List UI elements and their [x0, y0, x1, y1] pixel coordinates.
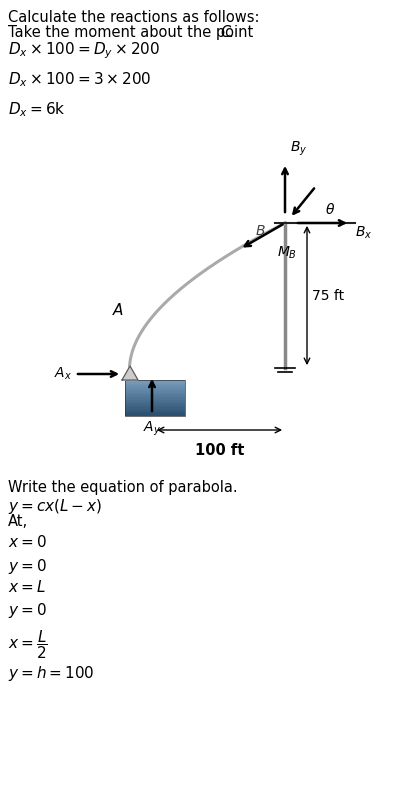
Text: $\theta$: $\theta$ [325, 202, 335, 217]
Text: Write the equation of parabola.: Write the equation of parabola. [8, 480, 238, 495]
Bar [125, 411, 185, 412]
Bar [125, 402, 185, 403]
Text: C: C [220, 25, 230, 40]
Text: $B_x$: $B_x$ [355, 225, 372, 241]
Text: $y=h=100$: $y=h=100$ [8, 663, 94, 682]
Text: $M_B$: $M_B$ [277, 245, 297, 262]
Bar [125, 395, 185, 396]
Bar [125, 400, 185, 402]
Text: B: B [255, 224, 265, 238]
Text: At,: At, [8, 514, 28, 529]
Text: $x=\dfrac{L}{2}$: $x=\dfrac{L}{2}$ [8, 628, 48, 660]
Polygon shape [122, 366, 138, 380]
Bar [125, 380, 185, 416]
Text: $x=L$: $x=L$ [8, 578, 46, 595]
Text: $D_x\times100=3\times200$: $D_x\times100=3\times200$ [8, 70, 152, 89]
Text: $A_y$: $A_y$ [143, 420, 161, 438]
Text: Take the moment about the point: Take the moment about the point [8, 25, 258, 40]
Text: Calculate the reactions as follows:: Calculate the reactions as follows: [8, 10, 260, 25]
Bar [125, 398, 185, 400]
Bar [125, 392, 185, 395]
Bar [125, 412, 185, 414]
Text: $B_y$: $B_y$ [290, 139, 307, 158]
Text: A: A [113, 303, 123, 318]
Bar [125, 405, 185, 407]
Bar [125, 403, 185, 405]
Text: $y=0$: $y=0$ [8, 600, 47, 619]
Text: .: . [228, 25, 233, 40]
Bar [125, 385, 185, 387]
Text: $x=0$: $x=0$ [8, 534, 47, 550]
Text: $y=0$: $y=0$ [8, 556, 47, 575]
Bar [125, 409, 185, 411]
Bar [125, 407, 185, 409]
Bar [125, 396, 185, 398]
Bar [125, 387, 185, 389]
Bar [125, 414, 185, 416]
Bar [125, 389, 185, 391]
Bar [125, 382, 185, 384]
Bar [125, 391, 185, 392]
Text: $y=cx\left(L-x\right)$: $y=cx\left(L-x\right)$ [8, 497, 102, 516]
Bar [125, 380, 185, 382]
Text: $D_x=6\mathrm{k}$: $D_x=6\mathrm{k}$ [8, 100, 66, 119]
Text: 100 ft: 100 ft [195, 443, 244, 458]
Text: $D_x\times100=D_y\times200$: $D_x\times100=D_y\times200$ [8, 40, 160, 61]
Text: 75 ft: 75 ft [312, 288, 344, 303]
Text: $A_x$: $A_x$ [54, 366, 72, 382]
Bar [125, 384, 185, 385]
